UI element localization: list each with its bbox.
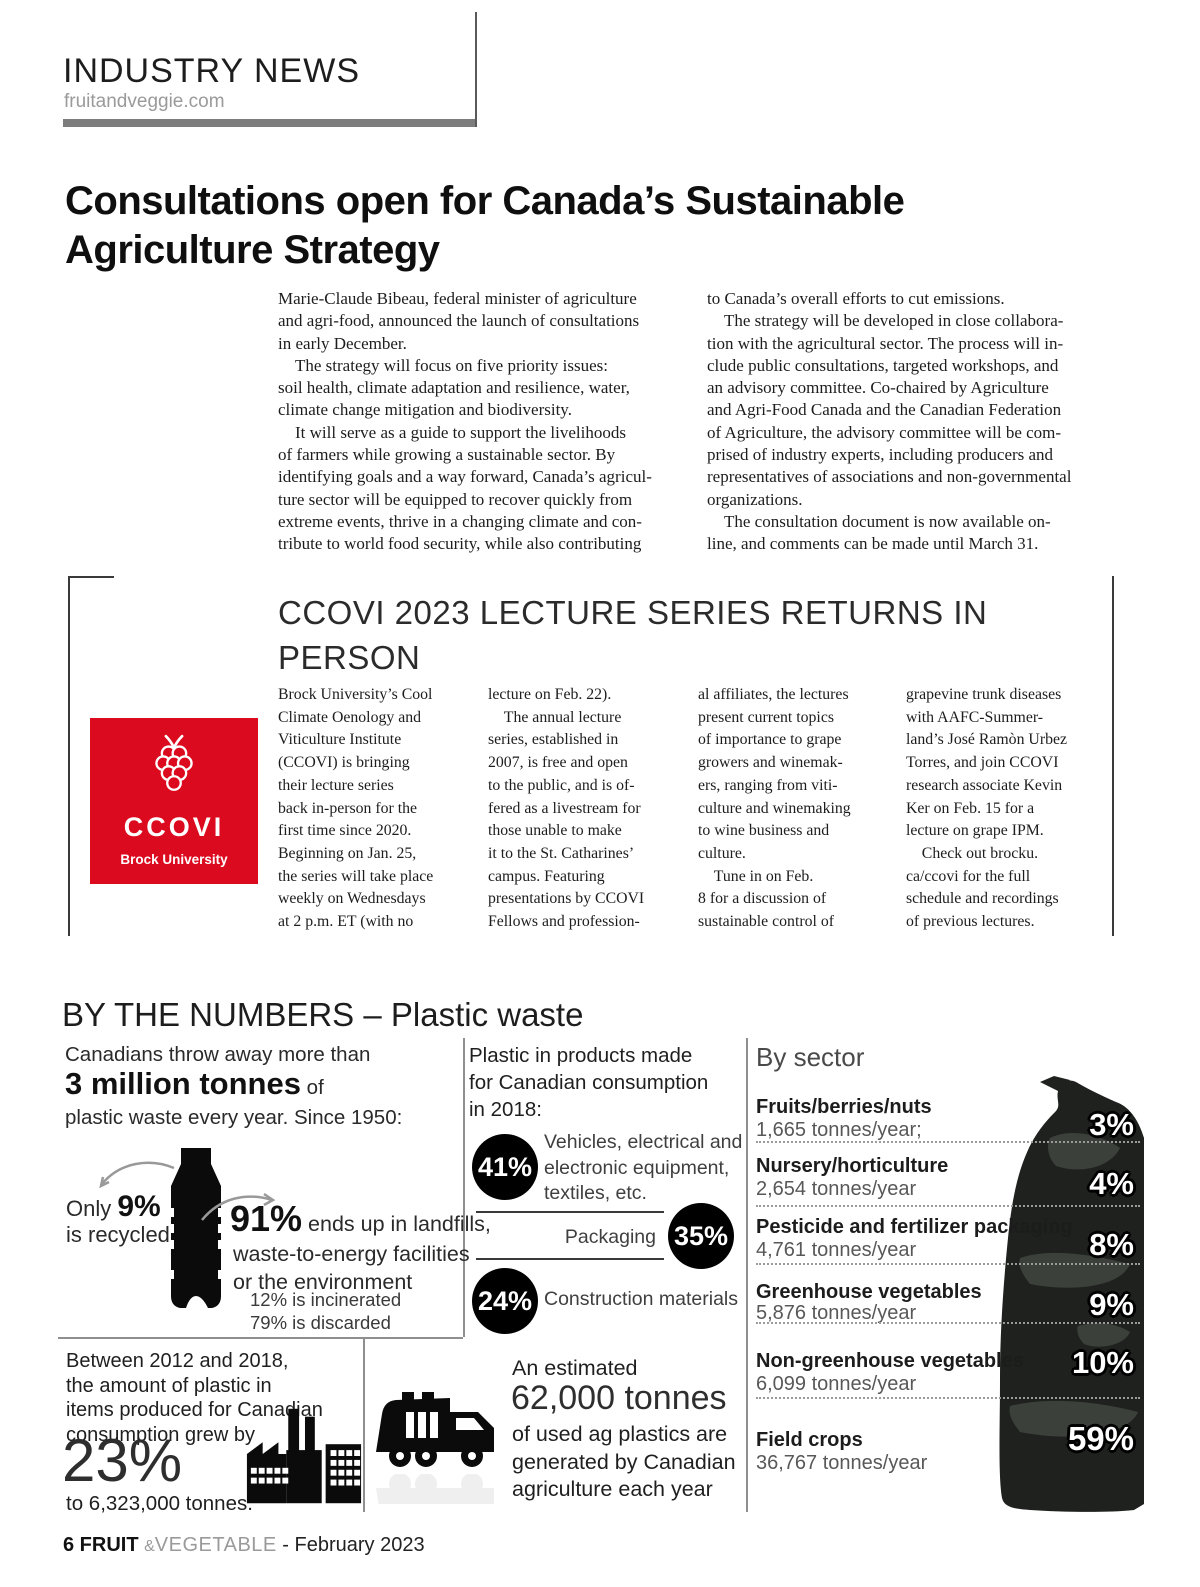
header-vertical-rule xyxy=(475,12,477,127)
divider-left-mid xyxy=(463,1038,465,1337)
sector-pct-5: 10% xyxy=(1071,1345,1134,1380)
plastic-bottle-icon xyxy=(167,1148,225,1308)
products-rule-1 xyxy=(476,1211,664,1213)
truck-reflection xyxy=(372,1474,512,1504)
products-label-construction: Construction materials xyxy=(544,1288,738,1310)
sector-name-2: Nursery/horticulture xyxy=(756,1155,949,1177)
growth-intro: Between 2012 and 2018, the amount of pla… xyxy=(66,1350,323,1446)
ccovi-column-3: al affiliates, the lectures present curr… xyxy=(698,686,851,931)
products-label-vehicles: Vehicles, electrical and electronic equi… xyxy=(544,1131,743,1204)
pct-41-label: 41% xyxy=(477,1151,533,1182)
ag-big: 62,000 tonnes xyxy=(511,1379,727,1417)
growth-pct: 23% xyxy=(62,1427,183,1494)
sector-name-1: Fruits/berries/nuts xyxy=(756,1096,932,1118)
recycle-pct91: 91% xyxy=(230,1198,303,1239)
recycle-l1: ends up in landfills, xyxy=(302,1212,491,1236)
sector-pct-3: 8% xyxy=(1089,1227,1134,1262)
sector-amount-3: 4,761 tonnes/year xyxy=(756,1239,917,1261)
arrow-right-icon xyxy=(201,1192,276,1221)
bottle-reflection xyxy=(158,1318,234,1352)
sector-divider-5 xyxy=(756,1397,1140,1399)
pct-24-label: 24% xyxy=(477,1285,533,1316)
site-url: fruitandveggie.com xyxy=(64,91,225,112)
header-bar xyxy=(63,119,476,127)
footer-mag-gray: VEGETABLE xyxy=(154,1534,277,1556)
ccovi-frame-left xyxy=(68,576,70,936)
recycle-l3: 12% is incinerated 79% is discarded xyxy=(250,1289,402,1333)
ccovi-column-4: grapevine trunk diseases with AAFC-Summe… xyxy=(906,686,1068,931)
sector-pct-1: 3% xyxy=(1089,1107,1134,1142)
article-column-1: Marie-Claude Bibeau, federal minister of… xyxy=(278,289,652,554)
products-label-packaging: Packaging xyxy=(564,1226,656,1248)
ccovi-column-1: Brock University’s Cool Climate Oenology… xyxy=(278,686,434,931)
pct-circle-35: 35% xyxy=(668,1203,734,1269)
factory-icon xyxy=(246,1408,362,1504)
sector-name-6: Field crops xyxy=(756,1429,863,1451)
sector-name-3: Pesticide and fertilizer packaging xyxy=(756,1216,1073,1238)
sector-amount-2: 2,654 tonnes/year xyxy=(756,1178,917,1200)
recycle-only: Only xyxy=(66,1196,118,1221)
growth-tail: to 6,323,000 tonnes. xyxy=(66,1492,253,1515)
ccovi-logo-sub: Brock University xyxy=(120,852,228,867)
ccovi-title: CCOVI 2023 LECTURE SERIES RETURNS IN PER… xyxy=(278,594,988,676)
page-title: INDUSTRY NEWS xyxy=(63,52,361,90)
throwaway-line1: Canadians throw away more than xyxy=(65,1043,371,1066)
recycle-pct9: 9% xyxy=(117,1190,161,1223)
throwaway-line2: plastic waste every year. Since 1950: xyxy=(65,1106,403,1129)
footer-page-mag: 6 FRUIT xyxy=(63,1534,145,1556)
footer-ampersand: & xyxy=(144,1538,155,1555)
footer-date: - February 2023 xyxy=(276,1534,425,1556)
pct-circle-24: 24% xyxy=(472,1268,538,1334)
sectors-title: By sector xyxy=(756,1042,865,1072)
sector-amount-1: 1,665 tonnes/year; xyxy=(756,1119,922,1141)
ccovi-logo: CCOVI Brock University xyxy=(90,718,258,884)
numbers-heading: BY THE NUMBERS – Plastic waste xyxy=(62,996,584,1033)
ccovi-frame-right xyxy=(1112,576,1114,936)
throwaway-of: of xyxy=(300,1076,324,1099)
recycle-recycled: is recycled xyxy=(66,1222,170,1247)
sector-pct-4: 9% xyxy=(1089,1287,1134,1322)
ccovi-frame-tick xyxy=(68,576,114,578)
article-column-2: to Canada’s overall efforts to cut emiss… xyxy=(707,289,1072,554)
sector-pct-6: 59% xyxy=(1067,1420,1134,1457)
article-title: Consultations open for Canada’s Sustaina… xyxy=(65,179,905,272)
grapes-icon xyxy=(155,734,193,791)
sector-amount-6: 36,767 tonnes/year xyxy=(756,1452,928,1474)
sector-name-5: Non-greenhouse vegetables xyxy=(756,1350,1024,1372)
garbage-truck-icon xyxy=(376,1392,494,1467)
ag-rest: of used ag plastics are generated by Can… xyxy=(512,1422,736,1501)
sector-divider-1 xyxy=(756,1141,1140,1143)
sector-pct-2: 4% xyxy=(1089,1166,1134,1201)
sector-divider-3 xyxy=(756,1263,1140,1265)
sector-divider-2 xyxy=(756,1205,1140,1207)
ccovi-logo-name: CCOVI xyxy=(123,812,225,842)
products-title: Plastic in products made for Canadian co… xyxy=(469,1044,709,1121)
products-rule-2 xyxy=(476,1258,664,1260)
sector-divider-4 xyxy=(756,1322,1140,1324)
recycle-l2: waste-to-energy facilities or the enviro… xyxy=(233,1242,470,1294)
ccovi-column-2: lecture on Feb. 22). The annual lecture … xyxy=(488,686,645,931)
sector-amount-4: 5,876 tonnes/year xyxy=(756,1302,917,1324)
divider-bottom-row xyxy=(58,1337,463,1339)
footer: 6 FRUIT &VEGETABLE - February 2023 xyxy=(63,1534,425,1557)
divider-mid-right xyxy=(746,1038,748,1512)
sector-amount-5: 6,099 tonnes/year xyxy=(756,1373,917,1395)
pct-circle-41: 41% xyxy=(472,1134,538,1200)
pct-35-label: 35% xyxy=(673,1220,729,1251)
divider-factory-truck xyxy=(363,1337,365,1512)
ag-line1: An estimated xyxy=(512,1356,638,1380)
arrow-left-icon xyxy=(99,1161,175,1189)
sector-name-4: Greenhouse vegetables xyxy=(756,1281,982,1303)
throwaway-big: 3 million tonnes xyxy=(65,1066,301,1101)
